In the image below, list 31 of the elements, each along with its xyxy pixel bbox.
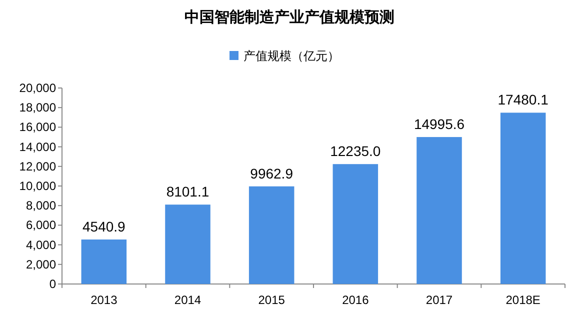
x-tick-label: 2017 (426, 293, 453, 307)
bar (500, 112, 546, 284)
bar (81, 240, 127, 284)
x-tick-label: 2013 (90, 293, 118, 307)
y-tick-label: 16,000 (19, 120, 56, 134)
y-tick-label: 12,000 (19, 159, 56, 174)
text: 12235.0 (330, 143, 381, 160)
text: 14995.6 (414, 116, 465, 132)
y-tick-label: 20,000 (19, 81, 56, 95)
y-tick-label: 2,000 (26, 257, 56, 272)
y-tick-label: 14,000 (19, 140, 56, 154)
y-tick-label: 18,000 (19, 100, 56, 115)
y-tick-label: 8,000 (26, 198, 56, 213)
x-tick-label: 2015 (258, 293, 286, 307)
bar (165, 204, 210, 284)
bar (332, 164, 378, 284)
y-tick-label: 10,000 (19, 179, 56, 193)
chart-title: 中国智能制造产业产值规模预测 (184, 9, 394, 26)
x-tick-label: 2018E (506, 293, 540, 307)
text: 4540.9 (82, 218, 126, 234)
y-tick-label: 0 (49, 277, 56, 291)
bar (248, 186, 294, 284)
text: 8101.1 (166, 184, 210, 200)
y-tick-label: 4,000 (26, 238, 56, 252)
text: 9962.9 (250, 165, 293, 182)
x-tick-label: 2014 (174, 293, 202, 307)
x-tick-label: 2016 (342, 293, 370, 307)
text: 17480.1 (498, 92, 548, 108)
legend-label: 产值规模（亿元） (244, 49, 340, 63)
bar (416, 137, 462, 284)
y-tick-label: 6,000 (26, 218, 56, 232)
